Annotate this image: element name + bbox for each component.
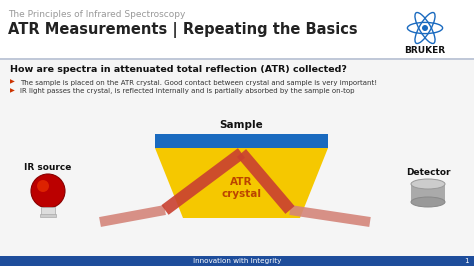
Text: Innovation with Integrity: Innovation with Integrity <box>193 258 281 264</box>
Polygon shape <box>289 205 371 227</box>
Bar <box>0 0 474 58</box>
Polygon shape <box>162 148 245 215</box>
Text: ▶: ▶ <box>10 89 15 94</box>
Text: IR light passes the crystal, is reflected internally and is partially absorbed b: IR light passes the crystal, is reflecte… <box>20 89 355 94</box>
Bar <box>40 214 56 217</box>
Text: Detector: Detector <box>406 168 450 177</box>
Text: The sample is placed on the ATR crystal. Good contact between crystal and sample: The sample is placed on the ATR crystal.… <box>20 80 377 85</box>
Ellipse shape <box>411 197 445 207</box>
Bar <box>0 58 474 60</box>
Bar <box>411 184 445 202</box>
Bar <box>0 256 474 266</box>
Text: ▶: ▶ <box>10 80 15 85</box>
Text: Sample: Sample <box>219 120 264 130</box>
Bar <box>41 207 55 216</box>
Polygon shape <box>237 149 294 214</box>
Bar <box>0 60 474 256</box>
Text: The Principles of Infrared Spectroscopy: The Principles of Infrared Spectroscopy <box>8 10 185 19</box>
Text: ATR
crystal: ATR crystal <box>221 177 262 199</box>
Text: BRUKER: BRUKER <box>404 46 446 55</box>
Polygon shape <box>155 148 328 218</box>
Circle shape <box>31 174 65 208</box>
Text: ATR Measurements | Repeating the Basics: ATR Measurements | Repeating the Basics <box>8 22 357 38</box>
Text: How are spectra in attenuated total reflection (ATR) collected?: How are spectra in attenuated total refl… <box>10 65 347 74</box>
Text: 1: 1 <box>464 258 468 264</box>
Circle shape <box>422 25 428 31</box>
Bar <box>155 134 328 148</box>
Polygon shape <box>99 205 166 227</box>
Circle shape <box>37 180 49 192</box>
Ellipse shape <box>411 179 445 189</box>
Text: IR source: IR source <box>24 163 72 172</box>
